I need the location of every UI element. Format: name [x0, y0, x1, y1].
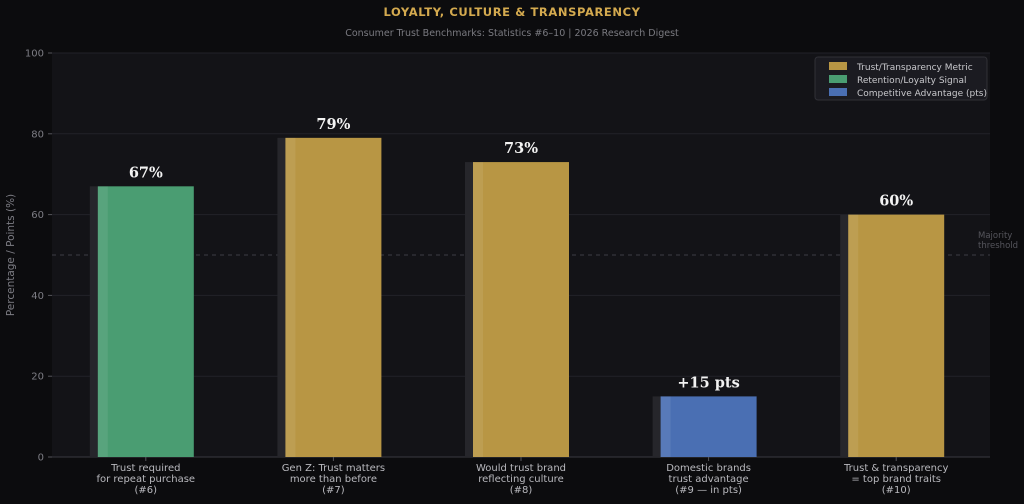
- category-label: reflecting culture: [478, 474, 563, 485]
- bar: [848, 214, 945, 457]
- bar-shadow: [89, 186, 98, 457]
- category-label: (#9 — in pts): [675, 485, 742, 496]
- y-axis-label: Percentage / Points (%): [5, 194, 17, 316]
- y-tick-label: 60: [31, 210, 44, 221]
- category-label: for repeat purchase: [96, 474, 195, 485]
- legend-swatch: [829, 62, 847, 70]
- y-axis-ticks: 0 20 40 60 80 100: [25, 49, 52, 464]
- y-tick-label: 0: [38, 453, 44, 464]
- bar-value-label: 67%: [129, 164, 163, 181]
- category-label: (#10): [882, 485, 911, 496]
- y-tick-label: 80: [31, 129, 44, 140]
- y-tick-label: 100: [25, 49, 44, 60]
- chart-subtitle: Consumer Trust Benchmarks: Statistics #6…: [345, 28, 679, 39]
- bar-value-label: +15 pts: [677, 374, 739, 391]
- legend-entry: Competitive Advantage (pts): [857, 89, 987, 99]
- legend-swatch: [829, 75, 847, 83]
- category-label: Domestic brands: [666, 463, 751, 474]
- y-tick-label: 20: [31, 372, 44, 383]
- reference-line-label: Majority: [978, 231, 1012, 241]
- value-labels: 67% 79% 73% +15 pts 60%: [129, 116, 914, 392]
- category-label: more than before: [290, 474, 377, 485]
- category-label: (#8): [510, 485, 533, 496]
- category-label: (#7): [322, 485, 345, 496]
- bar: [97, 186, 194, 457]
- bar: [660, 396, 757, 457]
- bar-highlight: [285, 137, 296, 457]
- legend: Trust/Transparency Metric Retention/Loyal…: [814, 56, 988, 101]
- bar: [473, 162, 569, 457]
- chart-title: LOYALTY, CULTURE & TRANSPARENCY: [383, 5, 640, 19]
- bar-highlight: [848, 214, 859, 457]
- category-label: = top brand traits: [851, 474, 941, 485]
- category-label: Gen Z: Trust matters: [282, 463, 385, 474]
- y-tick-label: 40: [31, 291, 44, 302]
- category-label: (#6): [135, 485, 158, 496]
- bar-highlight: [473, 162, 483, 457]
- bar-value-label: 73%: [504, 140, 538, 157]
- bar-shadow: [465, 162, 473, 457]
- bar-shadow: [840, 214, 849, 457]
- bar-highlight: [97, 186, 108, 457]
- category-label: Trust & transparency: [843, 463, 948, 474]
- bar-shadow: [652, 396, 661, 457]
- bar-value-label: 60%: [879, 193, 913, 210]
- bar: [285, 137, 382, 457]
- category-label: Trust required: [110, 463, 180, 474]
- legend-entry: Trust/Transparency Metric: [856, 63, 973, 73]
- bar-value-label: 79%: [316, 116, 350, 133]
- reference-line-label: threshold: [978, 241, 1018, 251]
- category-label: Would trust brand: [476, 463, 566, 474]
- bars: [89, 137, 945, 457]
- bar-highlight: [660, 396, 671, 457]
- legend-swatch: [829, 88, 847, 96]
- bar-shadow: [277, 137, 286, 457]
- legend-entry: Retention/Loyalty Signal: [857, 76, 967, 86]
- category-label: trust advantage: [669, 474, 749, 485]
- legend-box: [814, 56, 988, 101]
